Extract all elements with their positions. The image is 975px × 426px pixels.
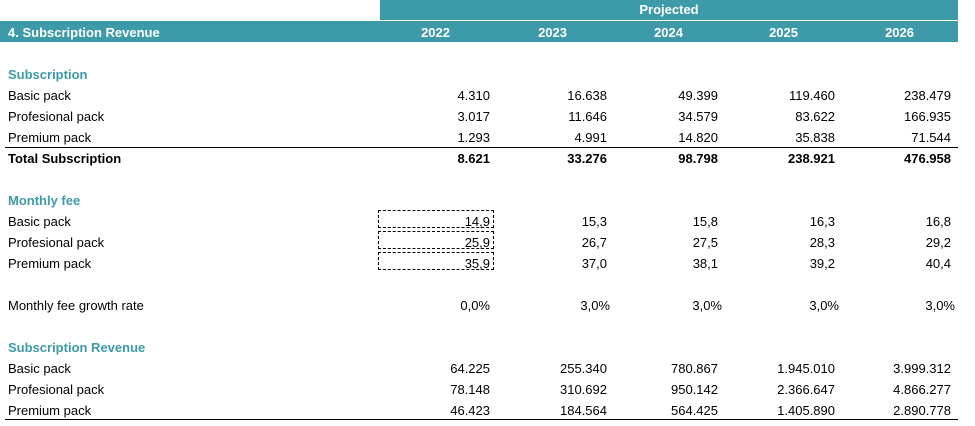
section-header-subscription-revenue: Subscription Revenue [0,337,958,358]
cell[interactable]: 255.340 [560,361,607,376]
input-cell[interactable]: 35,9 [464,256,490,271]
cell[interactable]: 28,3 [809,235,835,250]
table-row[interactable]: Premium pack 1.293 4.991 14.820 35.838 7… [0,127,958,148]
year-2022: 2022 [421,25,450,40]
cell[interactable]: 476.958 [904,151,951,166]
cell[interactable]: 71.544 [911,130,951,145]
cell[interactable]: 950.142 [671,382,718,397]
table-row[interactable]: Basic pack 14,9 15,3 15,8 16,3 16,8 [0,211,958,232]
cell[interactable]: 3.017 [457,109,490,124]
section-header-monthly-fee: Monthly fee [0,190,958,211]
cell[interactable]: 3,0% [580,298,610,313]
cell[interactable]: 3,0% [692,298,722,313]
row-label: Profesional pack [8,109,105,124]
cell[interactable]: 0,0% [460,298,490,313]
cell[interactable]: 14.820 [678,130,718,145]
table-row[interactable]: Premium pack 46.423 184.564 564.425 1.40… [0,400,958,421]
cell[interactable]: 26,7 [581,235,607,250]
cell[interactable]: 8.621 [457,151,490,166]
projected-band [380,0,958,20]
cell[interactable]: 39,2 [809,256,835,271]
cell[interactable]: 83.622 [795,109,835,124]
input-cell-border [378,231,494,249]
year-2024: 2024 [654,25,683,40]
input-cell[interactable]: 14,9 [464,214,490,229]
cell[interactable]: 3.999.312 [893,361,951,376]
projected-label: Projected [639,2,699,17]
cell[interactable]: 4.866.277 [893,382,951,397]
cell[interactable]: 184.564 [560,403,607,418]
cell[interactable]: 4.310 [457,88,490,103]
table-row[interactable]: Profesional pack 78.148 310.692 950.142 … [0,379,958,400]
cell[interactable]: 29,2 [925,235,951,250]
row-label: Basic pack [8,214,71,229]
total-row[interactable]: Total Subscription 8.621 33.276 98.798 2… [0,148,958,169]
cell[interactable]: 2.890.778 [893,403,951,418]
cell[interactable]: 78.148 [450,382,490,397]
cell[interactable]: 238.921 [788,151,835,166]
total-divider [5,419,958,420]
cell[interactable]: 3,0% [809,298,839,313]
cell[interactable]: 166.935 [904,109,951,124]
cell[interactable]: 49.399 [678,88,718,103]
cell[interactable]: 27,5 [692,235,718,250]
cell[interactable]: 38,1 [692,256,718,271]
cell[interactable]: 16,3 [809,214,835,229]
cell[interactable]: 15,8 [692,214,718,229]
table-row[interactable]: Profesional pack 25,9 26,7 27,5 28,3 29,… [0,232,958,253]
table-row[interactable]: Basic pack 64.225 255.340 780.867 1.945.… [0,358,958,379]
cell[interactable]: 1.405.890 [777,403,835,418]
table-row[interactable]: Premium pack 35,9 37,0 38,1 39,2 40,4 [0,253,958,274]
cell[interactable]: 238.479 [904,88,951,103]
row-label: Premium pack [8,256,92,271]
cell[interactable]: 46.423 [450,403,490,418]
row-label: Profesional pack [8,382,105,397]
row-label: Premium pack [8,403,92,418]
table-row[interactable]: Profesional pack 3.017 11.646 34.579 83.… [0,106,958,127]
cell[interactable]: 35.838 [795,130,835,145]
cell[interactable]: 37,0 [581,256,607,271]
table-row[interactable]: Basic pack 4.310 16.638 49.399 119.460 2… [0,85,958,106]
cell[interactable]: 2.366.647 [777,382,835,397]
input-cell[interactable]: 25,9 [464,235,490,250]
cell[interactable]: 40,4 [925,256,951,271]
section-title: Subscription Revenue [8,340,146,355]
cell[interactable]: 1.293 [457,130,490,145]
growth-rate-row[interactable]: Monthly fee growth rate 0,0% 3,0% 3,0% 3… [0,295,958,316]
cell[interactable]: 98.798 [678,151,718,166]
section-title: Subscription [8,67,88,82]
cell[interactable]: 119.460 [788,88,835,103]
cell[interactable]: 34.579 [678,109,718,124]
year-2026: 2026 [885,25,914,40]
input-cell-border [378,252,494,270]
cell[interactable]: 1.945.010 [777,361,835,376]
row-label: Total Subscription [8,151,122,166]
cell[interactable]: 4.991 [574,130,607,145]
section-title: Monthly fee [8,193,81,208]
year-2023: 2023 [538,25,567,40]
section-header-subscription: Subscription [0,64,958,85]
cell[interactable]: 310.692 [560,382,607,397]
cell[interactable]: 64.225 [450,361,490,376]
year-2025: 2025 [769,25,798,40]
sheet-title: 4. Subscription Revenue [8,25,160,40]
row-label: Monthly fee growth rate [8,298,144,313]
row-label: Basic pack [8,88,71,103]
cell[interactable]: 3,0% [925,298,955,313]
cell[interactable]: 15,3 [581,214,607,229]
row-label: Premium pack [8,130,92,145]
cell[interactable]: 11.646 [568,109,607,124]
input-cell-border [378,210,494,228]
cell[interactable]: 564.425 [671,403,718,418]
total-divider [5,147,958,148]
cell[interactable]: 780.867 [671,361,718,376]
table-header: 4. Subscription Revenue 2022 2023 2024 2… [0,20,958,42]
row-label: Basic pack [8,361,71,376]
cell[interactable]: 16.638 [567,88,607,103]
cell[interactable]: 16,8 [925,214,951,229]
cell[interactable]: 33.276 [567,151,607,166]
row-label: Profesional pack [8,235,105,250]
